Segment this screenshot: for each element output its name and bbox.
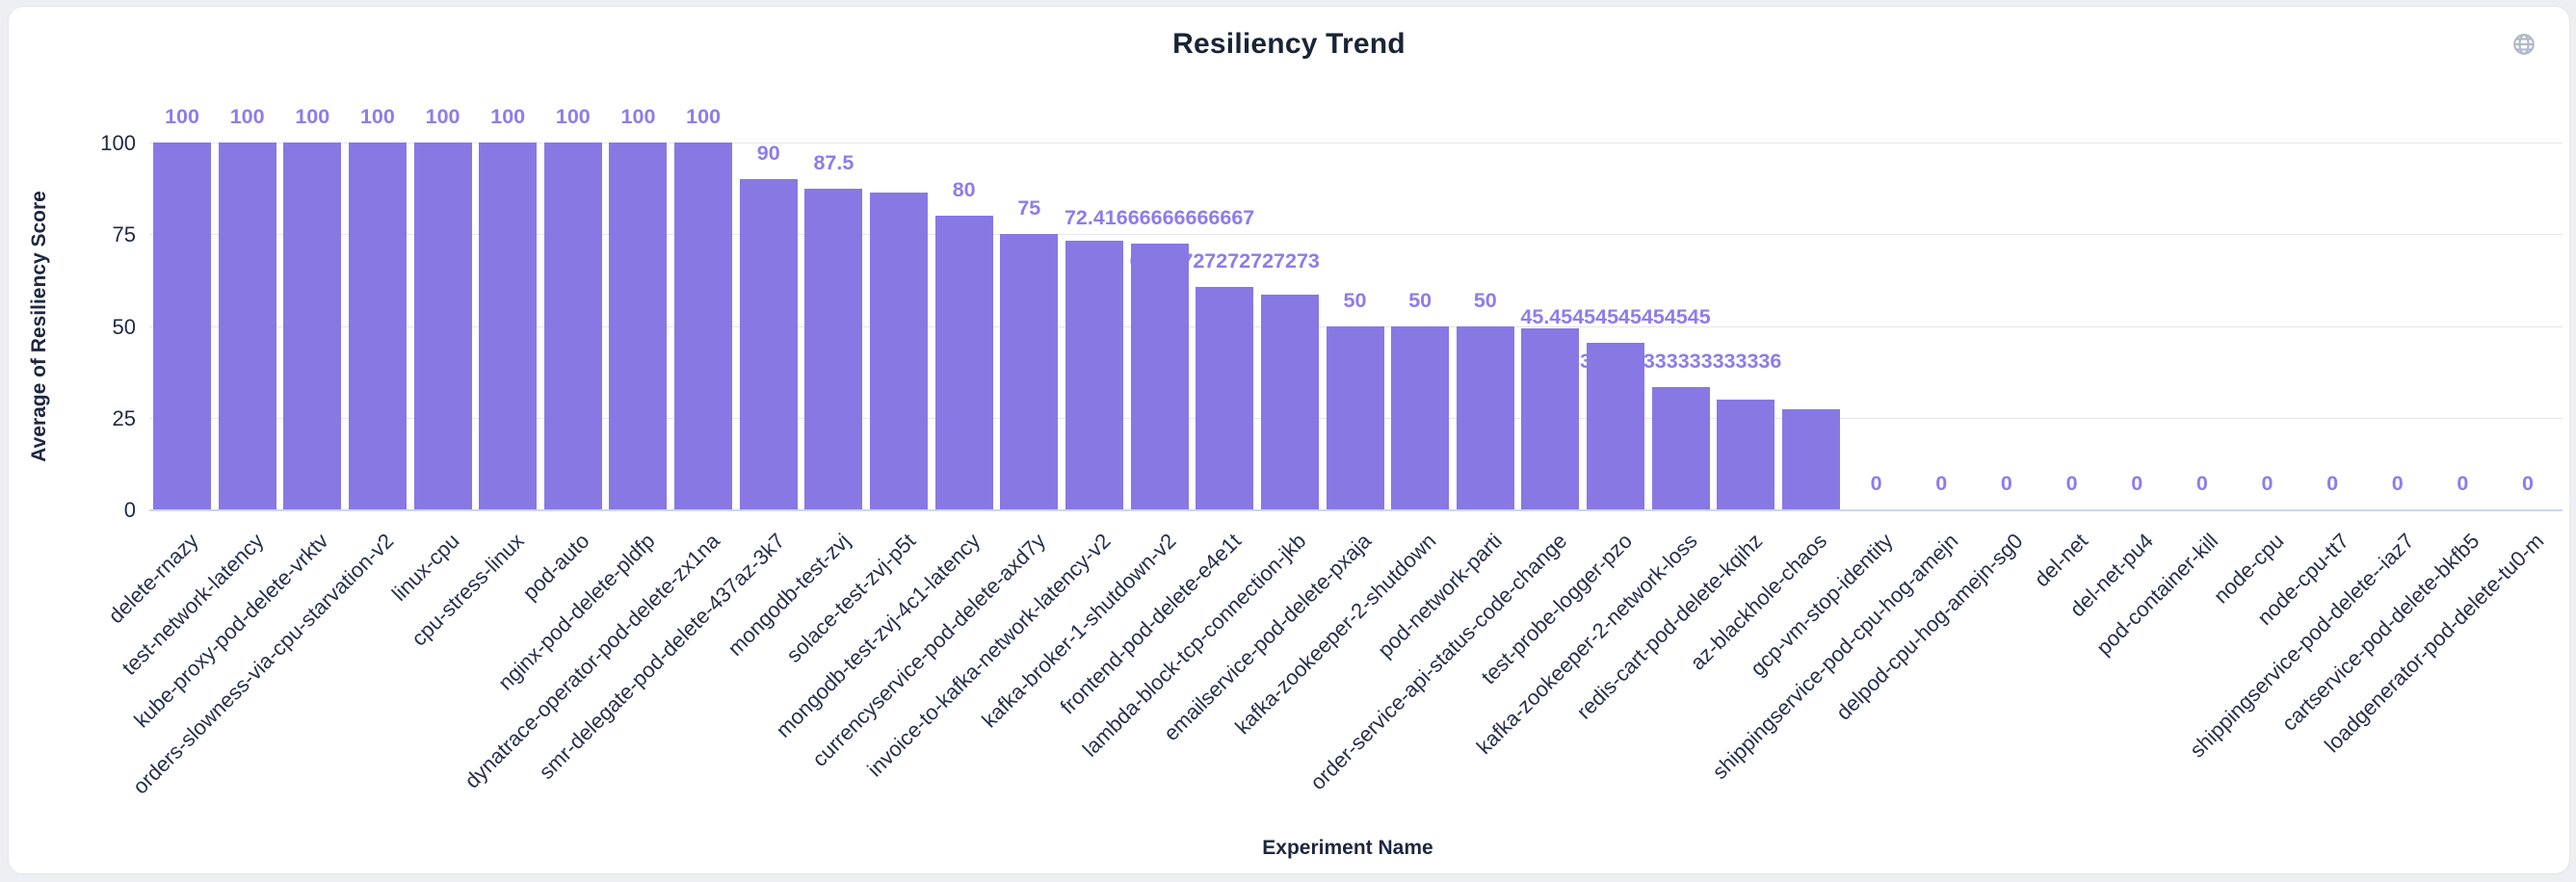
bar-mongodb-test-zvj-4c1-latency[interactable] <box>934 216 993 509</box>
y-tick-100: 100 <box>100 131 136 155</box>
bar-value-label: 0 <box>2326 472 2339 495</box>
bar-value-label: 100 <box>425 105 460 128</box>
bar-value-label: 100 <box>295 105 330 128</box>
bar-value-label: 87.5 <box>813 151 854 174</box>
bar-nginx-pod-delete-pldfp[interactable] <box>609 143 668 509</box>
gridline-75 <box>149 234 2563 235</box>
x-category-label: cpu-stress-linux <box>407 529 529 651</box>
bar-value-label: 0 <box>2391 472 2404 495</box>
bar-value-label: 90 <box>756 142 780 165</box>
bar-value-label: 100 <box>229 105 265 128</box>
bar-value-label: 0 <box>1870 472 1882 495</box>
bar-value-label: 100 <box>165 105 199 128</box>
bar-kafka-broker-1-shutdown-v2[interactable] <box>1130 244 1189 509</box>
y-axis-title: Average of Resiliency Score <box>28 191 50 462</box>
bar-delete-rnazy[interactable] <box>153 143 211 509</box>
bar-solace-test-zvj-p5t[interactable] <box>870 193 929 509</box>
bar-kafka-zookeeper-2-network-loss[interactable] <box>1651 387 1710 509</box>
bar-value-label: 100 <box>555 105 591 128</box>
bar-pod-network-parti[interactable] <box>1456 326 1514 509</box>
globe-icon[interactable] <box>2506 26 2542 63</box>
bar-orders-slowness-via-cpu-starvation-v2[interactable] <box>348 143 407 509</box>
bar-kafka-zookeeper-2-shutdown[interactable] <box>1391 326 1450 509</box>
bar-value-label: 0 <box>2261 472 2274 495</box>
bar-test-network-latency[interactable] <box>218 143 276 509</box>
bar-lambda-block-tcp-connection-jkb[interactable] <box>1260 295 1319 509</box>
bar-value-label: 100 <box>359 105 395 128</box>
bar-value-label: 0 <box>2000 472 2012 495</box>
y-tick-50: 50 <box>112 315 136 339</box>
bar-az-blackhole-chaos[interactable] <box>1782 409 1840 509</box>
bar-order-service-api-status-code-change[interactable] <box>1521 328 1580 509</box>
chart-title: Resiliency Trend <box>1172 28 1406 60</box>
bar-value-label: 72.41666666666667 <box>1064 206 1255 229</box>
x-axis-line <box>149 509 2563 511</box>
x-category-label: currencyservice-pod-delete-axd7y <box>807 529 1051 771</box>
bar-dynatrace-operator-pod-delete-zx1na[interactable] <box>674 143 733 509</box>
bar-pod-auto[interactable] <box>543 143 602 509</box>
bar-emailservice-pod-delete-pxaja[interactable] <box>1326 326 1384 509</box>
bar-value-label: 100 <box>620 105 656 128</box>
bar-value-label: 0 <box>2457 472 2469 495</box>
bar-value-label: 0 <box>2131 472 2143 495</box>
bar-cpu-stress-linux[interactable] <box>479 143 538 509</box>
bar-test-probe-logger-pzo[interactable] <box>1587 343 1645 509</box>
bar-value-label: 50 <box>1473 289 1497 312</box>
x-category-label: pod-container-kill <box>2091 529 2223 661</box>
bar-redis-cart-pod-delete-kqihz[interactable] <box>1717 400 1775 509</box>
bar-value-label: 0 <box>2522 472 2535 495</box>
bar-value-label: 0 <box>2065 472 2078 495</box>
bar-value-label: 100 <box>490 105 526 128</box>
bar-value-label: 75 <box>1017 196 1041 220</box>
bar-currencyservice-pod-delete-axd7y[interactable] <box>1000 234 1059 509</box>
x-category-label: del-net <box>2029 529 2093 592</box>
bar-invoice-to-kafka-network-latency-v2[interactable] <box>1065 241 1123 509</box>
bar-kube-proxy-pod-delete-vrktv[interactable] <box>283 143 342 509</box>
y-tick-0: 0 <box>123 498 136 522</box>
bar-value-label: 100 <box>686 105 722 128</box>
bar-value-label: 50 <box>1343 289 1367 312</box>
chart-card: Resiliency Trend Average of Resiliency S… <box>8 6 2570 874</box>
y-tick-25: 25 <box>112 406 136 430</box>
bar-mongodb-test-zvj[interactable] <box>804 189 863 509</box>
globe-icon-glyph <box>2513 34 2535 55</box>
bar-value-label: 50 <box>1408 289 1433 312</box>
bar-linux-cpu[interactable] <box>413 143 472 509</box>
y-tick-75: 75 <box>112 222 136 246</box>
bar-value-label: 0 <box>2195 472 2208 495</box>
bar-frontend-pod-delete-e4e1t[interactable] <box>1196 287 1254 509</box>
bar-value-label: 80 <box>952 178 976 201</box>
bar-value-label: 45.45454545454545 <box>1520 305 1711 328</box>
bar-smr-delegate-pod-delete-437az-3k7[interactable] <box>739 179 798 509</box>
bar-value-label: 0 <box>1935 472 1948 495</box>
x-axis-title: Experiment Name <box>1262 837 1433 859</box>
